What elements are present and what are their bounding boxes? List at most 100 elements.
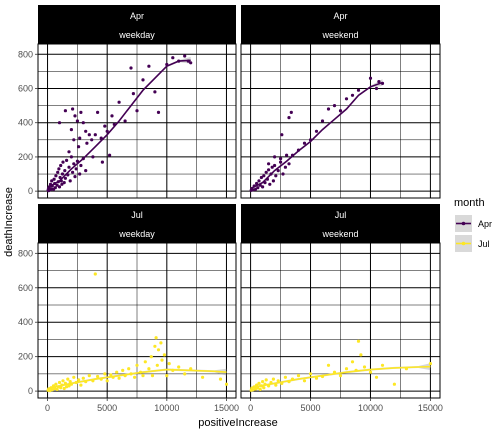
panel-jul-weekday: Jul weekday 0 200 400 600 800 0 5000 10000 15000 <box>18 204 239 413</box>
data-point <box>332 104 337 108</box>
data-point <box>60 182 64 186</box>
data-point <box>287 162 291 166</box>
data-point <box>262 386 266 390</box>
data-point <box>154 336 158 340</box>
data-point <box>183 372 187 376</box>
data-point <box>314 129 319 133</box>
data-point <box>59 386 63 390</box>
data-point <box>326 107 331 111</box>
data-point <box>271 179 275 183</box>
data-point <box>156 110 161 114</box>
data-point <box>103 124 107 128</box>
data-point <box>60 172 65 176</box>
data-point <box>251 188 255 192</box>
data-point <box>264 170 268 174</box>
data-point <box>149 355 153 359</box>
data-point <box>63 109 67 113</box>
data-point <box>65 158 69 162</box>
data-point <box>276 379 280 383</box>
data-point <box>108 153 112 157</box>
data-point <box>90 138 94 142</box>
data-point <box>273 155 277 159</box>
data-point <box>162 353 166 357</box>
data-point <box>49 187 53 191</box>
data-point <box>93 272 97 276</box>
data-point <box>262 174 266 178</box>
data-point <box>127 367 131 371</box>
data-point <box>268 182 272 186</box>
data-point <box>344 367 349 371</box>
data-point <box>274 383 278 387</box>
data-point <box>81 121 85 125</box>
data-point <box>201 375 205 379</box>
data-point <box>65 385 69 389</box>
data-point <box>105 379 109 383</box>
data-point <box>57 167 61 171</box>
facet-strip <box>241 5 440 44</box>
data-point <box>302 379 307 383</box>
legend: month Apr Jul <box>454 197 492 252</box>
facet-row-label: Jul <box>335 210 347 220</box>
facet-col-label: weekday <box>118 229 155 239</box>
data-point <box>109 373 113 377</box>
data-point <box>133 375 137 379</box>
data-point <box>58 175 62 180</box>
data-point <box>274 174 278 178</box>
facet-row-label: Apr <box>130 11 144 21</box>
data-point <box>320 119 325 123</box>
x-tick-label: 15000 <box>214 403 239 413</box>
panel-apr-weekend: Apr weekend <box>240 5 441 199</box>
legend-title: month <box>454 197 485 209</box>
data-point <box>69 128 73 132</box>
data-point <box>85 141 89 145</box>
data-point <box>79 163 83 168</box>
data-point <box>54 382 58 386</box>
y-tick-label: 400 <box>18 317 33 327</box>
x-tick-label: 10000 <box>358 403 383 413</box>
facet-strip <box>241 204 440 243</box>
facet-strip <box>38 5 236 44</box>
data-point <box>356 339 361 343</box>
data-point <box>71 170 75 174</box>
x-axis-title: positiveIncrease <box>198 417 278 429</box>
facet-col-label: weekday <box>118 30 155 40</box>
data-point <box>117 376 121 380</box>
data-point <box>72 162 76 166</box>
data-point <box>71 107 75 111</box>
data-point <box>84 169 88 173</box>
data-point <box>103 372 107 376</box>
data-point <box>150 374 155 378</box>
panel-jul-weekend: Jul weekend 0 5000 10000 15000 <box>240 204 443 413</box>
y-tick-label: 200 <box>18 352 33 362</box>
data-point <box>81 376 85 380</box>
data-point <box>59 163 63 168</box>
data-point <box>55 387 59 391</box>
data-point <box>66 377 70 381</box>
data-point <box>57 121 62 125</box>
data-point <box>368 370 373 374</box>
data-point <box>121 368 125 372</box>
legend-label: Apr <box>478 219 492 229</box>
data-point <box>159 341 163 345</box>
data-point <box>123 119 127 123</box>
data-point <box>255 181 259 186</box>
data-point <box>267 162 271 166</box>
data-point <box>72 375 76 379</box>
data-point <box>147 64 151 68</box>
data-point <box>270 165 274 169</box>
smooth-line <box>47 59 191 189</box>
data-point <box>117 100 121 104</box>
data-point <box>105 129 109 133</box>
data-point <box>72 138 76 142</box>
data-point <box>338 374 343 378</box>
data-point <box>253 187 257 191</box>
data-point <box>308 372 313 376</box>
data-point <box>67 150 71 154</box>
data-point <box>61 379 65 383</box>
data-point <box>91 155 95 159</box>
y-tick-label: 600 <box>18 283 33 293</box>
smooth-line <box>250 81 383 190</box>
data-point <box>56 170 60 174</box>
data-point <box>273 163 277 168</box>
data-point <box>147 367 151 371</box>
